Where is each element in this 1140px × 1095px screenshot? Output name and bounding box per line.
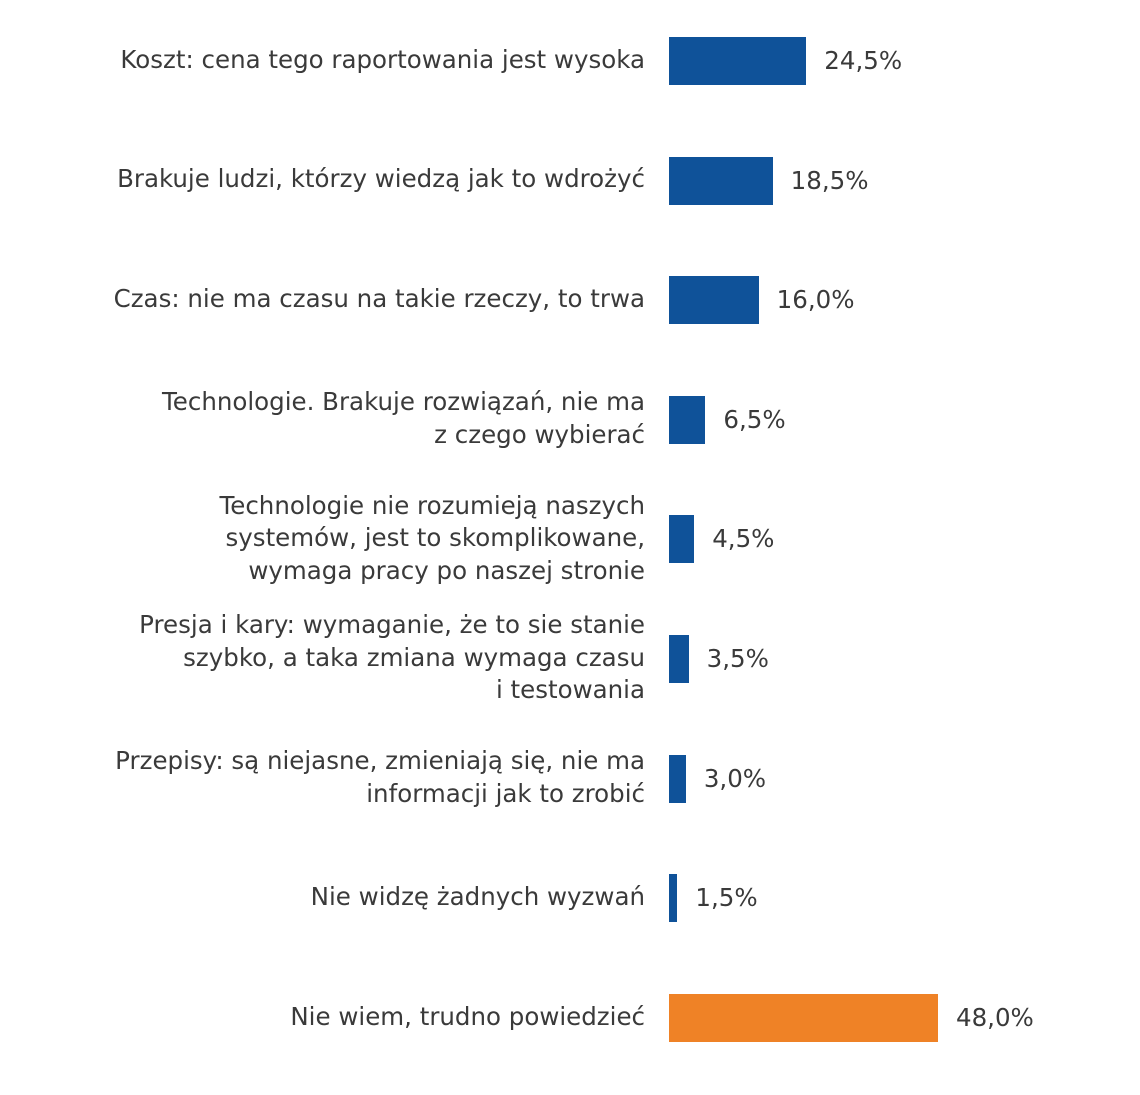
category-label-line: wymaga pracy po naszej stronie bbox=[248, 555, 645, 585]
bar bbox=[669, 515, 695, 564]
value-label: 16,0% bbox=[776, 285, 855, 315]
category-label: Czas: nie ma czasu na takie rzeczy, to t… bbox=[45, 283, 645, 316]
category-label-line: Przepisy: są niejasne, zmieniają się, ni… bbox=[115, 746, 645, 776]
bar bbox=[669, 635, 689, 683]
value-label: 3,5% bbox=[706, 644, 769, 673]
category-label: Nie widzę żadnych wyzwań bbox=[45, 881, 645, 914]
value-label: 1,5% bbox=[695, 883, 758, 913]
category-label-line: szybko, a taka zmiana wymaga czasu bbox=[183, 642, 645, 672]
category-label: Brakuje ludzi, którzy wiedzą jak to wdro… bbox=[45, 163, 645, 196]
category-label: Przepisy: są niejasne, zmieniają się, ni… bbox=[45, 745, 645, 810]
category-label-line: Koszt: cena tego raportowania jest wysok… bbox=[120, 44, 645, 74]
bar bbox=[669, 276, 759, 325]
bar bbox=[669, 395, 706, 444]
category-label: Presja i kary: wymaganie, że to sie stan… bbox=[45, 609, 645, 707]
value-label: 48,0% bbox=[956, 1002, 1034, 1032]
category-label-line: informacji jak to zrobić bbox=[366, 778, 645, 808]
category-label-line: i testowania bbox=[495, 675, 645, 705]
category-label-line: Czas: nie ma czasu na takie rzeczy, to t… bbox=[113, 283, 645, 313]
category-label: Nie wiem, trudno powiedzieć bbox=[45, 1001, 645, 1034]
bar bbox=[669, 993, 938, 1042]
category-label-line: systemów, jest to skomplikowane, bbox=[225, 523, 645, 553]
bar bbox=[669, 874, 678, 923]
value-label: 24,5% bbox=[824, 46, 903, 75]
bar bbox=[669, 754, 686, 803]
bar bbox=[669, 37, 807, 85]
value-label: 18,5% bbox=[790, 165, 869, 195]
bar bbox=[669, 156, 773, 205]
category-label-line: Nie widzę żadnych wyzwań bbox=[310, 881, 645, 911]
value-label: 3,0% bbox=[703, 763, 767, 793]
category-label-line: Nie wiem, trudno powiedzieć bbox=[290, 1001, 645, 1031]
category-label-line: Presja i kary: wymaganie, że to sie stan… bbox=[139, 610, 645, 640]
category-label: Koszt: cena tego raportowania jest wysok… bbox=[45, 44, 645, 77]
category-label-line: Technologie nie rozumieją naszych bbox=[219, 490, 645, 520]
category-label: Technologie. Brakuje rozwiązań, nie ma z … bbox=[45, 386, 645, 451]
category-label-line: Brakuje ludzi, którzy wiedzą jak to wdro… bbox=[117, 164, 645, 194]
value-label: 4,5% bbox=[712, 524, 775, 554]
category-label: Technologie nie rozumieją naszych systemó… bbox=[45, 490, 645, 588]
value-label: 6,5% bbox=[723, 404, 786, 434]
category-label-line: Technologie. Brakuje rozwiązań, nie ma bbox=[161, 387, 645, 417]
category-label-line: z czego wybierać bbox=[434, 419, 645, 449]
